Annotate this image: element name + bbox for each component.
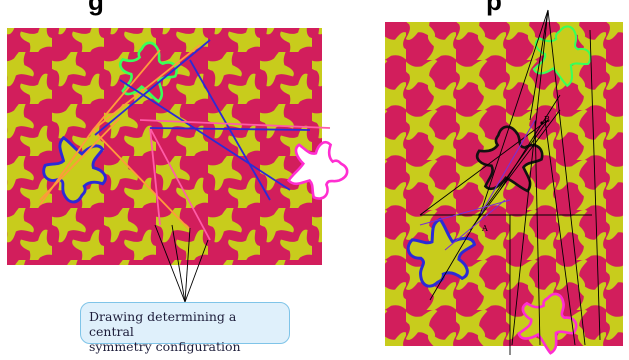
cropped-title: g p [0,0,629,16]
callout-leader-lines [154,224,209,303]
left-construction-lines [39,39,331,241]
point-a-label: A [481,224,488,233]
left-panel [7,28,349,265]
point-a-marker [478,213,482,217]
point-b-marker [540,121,544,125]
right-construction-lines [419,9,601,355]
right-construction-lines-purple [419,119,536,251]
callout-box: Drawing determining a central symmetry c… [80,302,290,354]
title-fragment-left: g [88,0,104,16]
point-b-label: B [544,115,550,124]
callout-line-1: Drawing determining a central [89,309,237,339]
callout-line-2: symmetry configuration [89,339,241,354]
right-panel: A B [385,9,623,360]
title-fragment-right: p [486,0,502,16]
